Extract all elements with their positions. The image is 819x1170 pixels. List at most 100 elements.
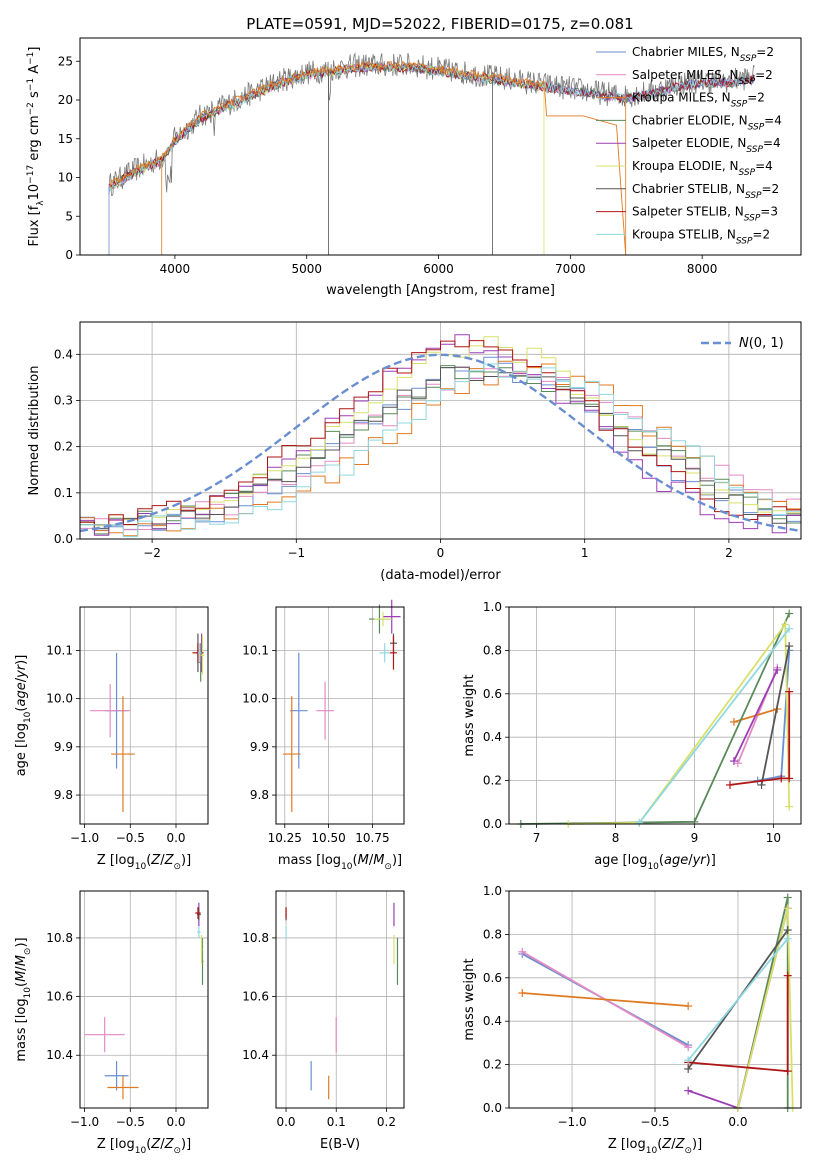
- label-part: SSP: [744, 214, 761, 224]
- label-part: 10: [647, 862, 659, 872]
- y-tick-label: 0.4: [483, 730, 502, 744]
- label-part: mass [log: [14, 998, 29, 1061]
- label-part: (: [14, 707, 29, 712]
- label-part: =2: [752, 227, 770, 241]
- legend-entry: Kroupa ELODIE, NSSP=4: [632, 159, 773, 178]
- weight_vs_Z-panel: −1.0 −0.5 0.00.00.20.40.60.81.0Z [log10(Z/…: [462, 884, 802, 1156]
- label-part: /: [688, 853, 693, 868]
- y-tick-label: 10.6: [46, 990, 73, 1004]
- y-tick-label: 0.2: [483, 1058, 502, 1072]
- label-part: 10: [135, 1146, 147, 1156]
- label-part: ⊙: [23, 948, 33, 956]
- age_vs_Z-panel: −1.0 −0.5 0.09.89.910.010.1Z [log10(Z/Z⊙)]…: [14, 606, 209, 872]
- y-tick-label: 0.0: [54, 532, 73, 546]
- label-part: age [log: [14, 723, 29, 776]
- label-part: Flux [f: [27, 205, 42, 246]
- axes-frame: [79, 606, 209, 825]
- label-part: =2: [755, 68, 773, 82]
- label-part: M: [358, 853, 369, 868]
- label-part: A: [27, 65, 42, 78]
- label-part: /: [160, 853, 165, 868]
- label-part: =4: [763, 136, 781, 150]
- x-tick-label: 0.0: [166, 1115, 185, 1129]
- x-tick-label: 0.0: [166, 831, 185, 845]
- y-tick-label: 0.6: [483, 687, 502, 701]
- label-part: ⊙: [173, 862, 181, 872]
- x-axis-label: Z [log10(Z/Z⊙)]: [97, 1137, 191, 1156]
- mass_vs_ebv-panel: 0.0 0.1 0.2 10.4 10.6 10.8 E(B-V): [242, 890, 405, 1152]
- y-tick-label: 1.0: [483, 884, 502, 898]
- x-tick-label: 6000: [423, 262, 454, 276]
- label-part: ⊙: [173, 1146, 181, 1156]
- y-tick-label: 15: [58, 132, 73, 146]
- label-part: SSP: [739, 77, 756, 87]
- label-part: s: [27, 91, 42, 102]
- label-part: Z [log: [97, 853, 135, 868]
- y-axis-label: Flux [fλ10−17 erg cm−2 s−1 A−1]: [26, 47, 46, 247]
- label-part: Kroupa ELODIE, N: [632, 159, 739, 173]
- label-part: (: [353, 853, 358, 868]
- label-part: SSP: [731, 100, 748, 110]
- label-part: Z: [164, 1137, 175, 1152]
- y-tick-label: 0.3: [54, 393, 73, 407]
- y-tick-label: 1.0: [483, 600, 502, 614]
- x-tick-label: 0: [437, 546, 445, 560]
- x-tick-label: 7000: [555, 262, 586, 276]
- label-part: )]: [706, 853, 716, 868]
- label-part: )]: [181, 1137, 191, 1152]
- label-part: (: [146, 1137, 151, 1152]
- x-axis-label: Z [log10(Z/Z⊙)]: [608, 1137, 702, 1156]
- label-part: SSP: [740, 54, 757, 64]
- x-axis-label: age [log10(age/yr)]: [594, 853, 716, 872]
- label-part: yr: [14, 663, 29, 679]
- label-part: (: [657, 1137, 662, 1152]
- y-tick-label: 10.4: [242, 1048, 269, 1062]
- legend-entry: Chabrier MILES, NSSP=2: [632, 45, 774, 64]
- label-part: )]: [14, 655, 29, 665]
- label-part: Z: [150, 853, 161, 868]
- age_vs_mass-panel: 10.25 10.50 10.75 9.8 9.9 10.0 10.1 mass [log10…: [242, 599, 405, 872]
- y-axis-label: mass [log10(M/M⊙)]: [14, 937, 33, 1061]
- y-tick-label: 10.0: [242, 692, 269, 706]
- y-tick-label: 25: [58, 54, 73, 68]
- x-axis-label: E(B-V): [320, 1137, 360, 1152]
- x-tick-label: 10.50: [311, 831, 345, 845]
- histogram-line-6: [80, 366, 801, 537]
- model-spectrum-line-2: [108, 60, 627, 255]
- label-part: 10: [341, 862, 353, 872]
- label-part: )]: [14, 937, 29, 947]
- label-part: yr: [692, 853, 708, 868]
- y-tick-label: 9.8: [250, 788, 269, 802]
- label-part: −1: [26, 78, 36, 91]
- x-tick-label: −0.5: [116, 1115, 145, 1129]
- spectrum-panel: 4000 5000 6000 7000 8000 0 5 10 15 20 25 wavelength…: [26, 37, 802, 298]
- y-tick-label: 0.1: [54, 486, 73, 500]
- label-part: age [log: [594, 853, 647, 868]
- label-part: Z: [164, 853, 175, 868]
- legend-entry: Salpeter ELODIE, NSSP=4: [632, 136, 781, 155]
- label-part: E(B-V): [320, 1137, 360, 1152]
- legend-entry: Kroupa STELIB, NSSP=2: [632, 227, 770, 246]
- label-part: =2: [747, 91, 765, 105]
- label-part: Z [log: [608, 1137, 646, 1152]
- y-axis-label: Normed distribution: [27, 366, 42, 496]
- x-tick-label: 10.75: [355, 831, 389, 845]
- y-tick-label: 9.8: [54, 788, 73, 802]
- weight-line-8: [638, 628, 790, 824]
- y-tick-label: 0.6: [483, 971, 502, 985]
- weight-line-5: [568, 621, 791, 825]
- y-tick-label: 0.0: [483, 1101, 502, 1115]
- label-part: ⊙: [384, 862, 392, 872]
- weight-line-2: [522, 992, 689, 1007]
- label-part: /: [671, 1137, 676, 1152]
- y-tick-label: 0.4: [483, 1014, 502, 1028]
- label-part: Chabrier MILES, N: [632, 45, 740, 59]
- x-tick-label: 0.1: [327, 1115, 346, 1129]
- label-part: M: [373, 853, 384, 868]
- y-tick-label: 10.0: [46, 692, 73, 706]
- y-axis-label: age [log10(age/yr)]: [14, 655, 33, 777]
- label-part: Chabrier STELIB, N: [632, 182, 745, 196]
- label-part: Z: [150, 1137, 161, 1152]
- label-part: /: [14, 677, 29, 682]
